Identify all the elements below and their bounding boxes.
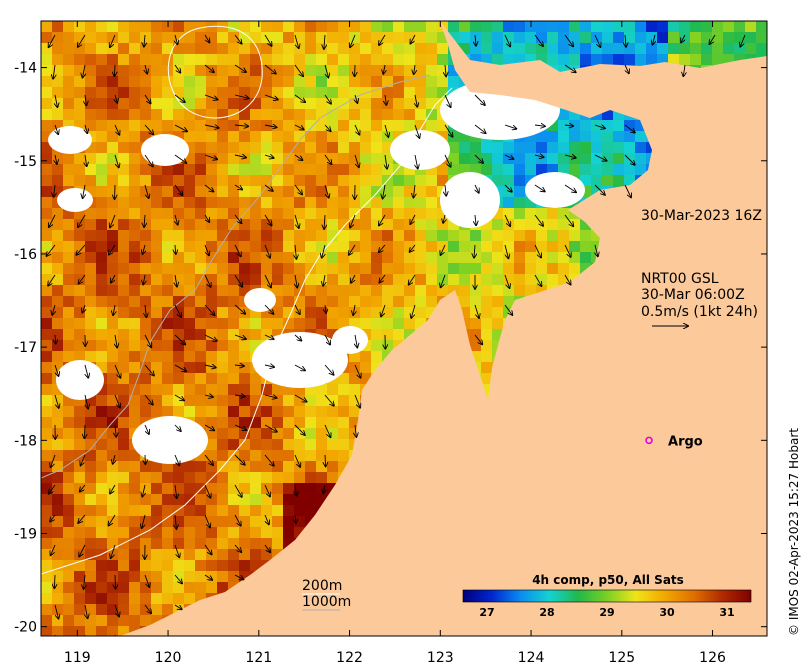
current-scale: 0.5m/s (1kt 24h): [641, 304, 758, 320]
australia-land: [120, 21, 767, 636]
argo-label: Argo: [668, 434, 703, 449]
colorbar-ramp: [462, 589, 752, 603]
colorbar-tick-label: 28: [539, 606, 554, 619]
x-tick-label: 123: [427, 650, 454, 666]
x-tick-label: 126: [699, 650, 726, 666]
y-tick-label: -20: [14, 620, 37, 636]
contour-1000m: [41, 74, 431, 479]
map-frame: [40, 20, 768, 637]
bathymetry-contours: [41, 25, 453, 575]
bathy-1000-label: 1000m: [302, 594, 351, 610]
colorbar-tick-label: 30: [659, 606, 675, 619]
y-tick-label: -16: [14, 247, 37, 263]
credit-text: © IMOS 02-Apr-2023 15:27 Hobart: [787, 428, 801, 636]
colorbar-tick-label: 29: [599, 606, 614, 619]
argo-float[interactable]: Argo: [645, 434, 703, 449]
timestamp-label: 30-Mar-2023 16Z: [641, 208, 762, 224]
argo-marker-icon[interactable]: [645, 436, 653, 445]
colorbar-title: 4h comp, p50, All Sats: [532, 573, 684, 587]
surface-current-vectors: [46, 34, 746, 636]
colorbar-tick-label: 27: [479, 606, 494, 619]
y-tick-label: -15: [14, 154, 37, 170]
y-tick-label: -17: [14, 340, 37, 356]
colorbar-ticks: 27 28 29 30 31: [479, 606, 734, 619]
map-area[interactable]: Argo: [41, 21, 768, 648]
x-tick-label: 124: [518, 650, 545, 666]
current-title: NRT00 GSL: [641, 271, 719, 287]
contour-200m-seamount: [167, 25, 263, 119]
y-tick-label: -14: [14, 61, 37, 77]
colorbar: 4h comp, p50, All Sats 27 28 29 30 31: [462, 573, 752, 619]
bathy-200-label: 200m: [302, 578, 342, 594]
x-tick-label: 119: [64, 650, 91, 666]
x-tick-label: 122: [336, 650, 363, 666]
y-tick-label: -19: [14, 527, 37, 543]
x-tick-label: 120: [155, 650, 182, 666]
x-tick-label: 121: [245, 650, 272, 666]
colorbar-tick-label: 31: [719, 606, 734, 619]
axis-ticks: 119 120 121 122 123 124 125 126 -14 -15 -16 -17 -18 -…: [14, 21, 767, 666]
contour-200m: [41, 87, 453, 575]
current-time: 30-Mar 06:00Z: [641, 287, 745, 303]
x-tick-label: 125: [608, 650, 635, 666]
y-tick-label: -18: [14, 433, 37, 449]
